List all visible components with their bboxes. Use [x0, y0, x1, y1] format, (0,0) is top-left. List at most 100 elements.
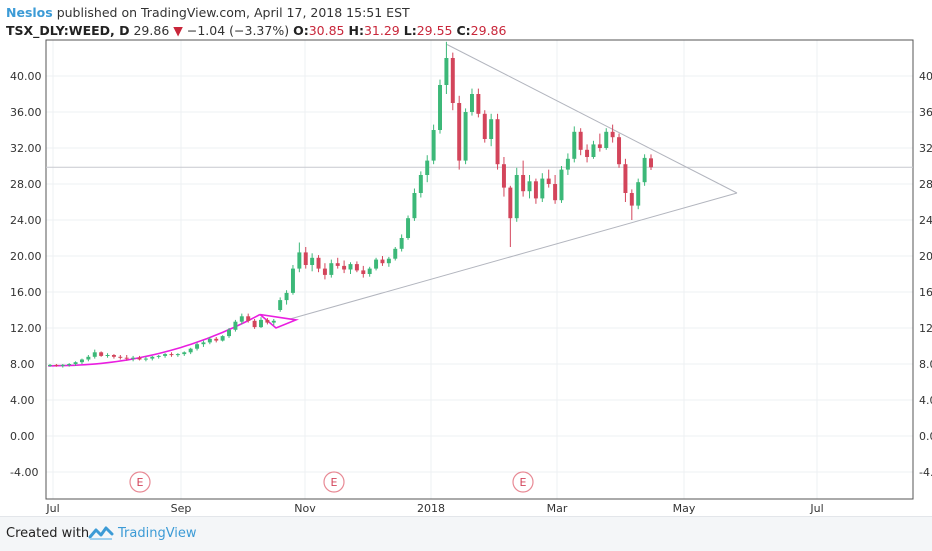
high-label: H: [348, 23, 364, 38]
candle [290, 265, 295, 295]
publish-info: published on TradingView.com, April 17, … [56, 5, 410, 20]
footer-bar: Created with TradingView [0, 516, 932, 551]
y-tick-label: 0.00 [919, 430, 932, 443]
candle [649, 154, 653, 171]
candle [48, 364, 52, 367]
earnings-marker[interactable]: E [323, 471, 345, 493]
open-value: 30.85 [308, 23, 345, 38]
candle [284, 290, 289, 305]
triangle-trendlines [289, 44, 738, 320]
chart-area[interactable]: 40.00 36.00 32.00 28.00 24.00 20.00 16.00 12.00… [0, 0, 932, 520]
parabolic-curve [48, 313, 261, 367]
candle [572, 126, 577, 163]
y-tick-label: 12.00 [919, 322, 932, 335]
candle [386, 256, 391, 267]
y-tick-label: -4.00 [10, 466, 38, 479]
candle [604, 128, 609, 150]
candle [476, 88, 481, 118]
candle [374, 257, 379, 271]
candle [438, 79, 442, 134]
candle [310, 253, 315, 272]
y-tick-label: 16.00 [10, 286, 42, 299]
y-tick-label: 16.00 [919, 286, 932, 299]
candle [195, 342, 200, 351]
candle [156, 355, 161, 359]
candle [597, 133, 602, 152]
y-tick-label: 36.00 [919, 106, 932, 119]
x-tick-label: Sep [171, 502, 192, 515]
candle [92, 349, 97, 359]
candle [399, 234, 404, 252]
candle [182, 351, 187, 356]
candle [150, 355, 155, 361]
symbol-ohlc-line: TSX_DLY:WEED, D 29.86 ▼ −1.04 (−3.37%) O… [6, 22, 506, 39]
down-arrow-icon: ▼ [173, 23, 183, 38]
pattern-wedge [259, 313, 300, 329]
candle [348, 262, 353, 274]
svg-text:E: E [137, 476, 144, 489]
candle [642, 154, 647, 186]
candle [514, 167, 519, 222]
candle [329, 259, 334, 278]
candle [207, 337, 212, 345]
svg-text:E: E [520, 476, 527, 489]
x-tick-label: Mar [547, 502, 568, 515]
earnings-marker[interactable]: E [129, 471, 151, 493]
candle [60, 364, 65, 368]
x-tick-label: Jul [809, 502, 823, 515]
candle [67, 363, 72, 367]
y-tick-label: 4.00 [919, 394, 932, 407]
candle [450, 52, 455, 111]
candle [623, 158, 628, 202]
candle [463, 108, 468, 165]
candle [131, 355, 136, 362]
y-tick-label: 32.00 [10, 142, 42, 155]
tradingview-logo-icon[interactable] [88, 525, 114, 541]
y-tick-label: 28.00 [10, 178, 42, 191]
candle [297, 242, 302, 273]
candle [278, 297, 283, 312]
candle [553, 175, 558, 204]
candle [527, 175, 532, 199]
y-tick-label: 28.00 [919, 178, 932, 191]
earnings-marker[interactable]: E [512, 471, 534, 493]
y-tick-label: 0.00 [10, 430, 35, 443]
price-chart[interactable]: 40.00 36.00 32.00 28.00 24.00 20.00 16.00 12.00… [0, 0, 932, 516]
candle [105, 353, 110, 358]
candle [163, 353, 168, 358]
open-label: O: [293, 23, 309, 38]
candle [425, 155, 430, 183]
candle [412, 188, 417, 221]
candle [617, 133, 622, 168]
candle [380, 256, 385, 266]
candle [175, 353, 180, 357]
last-price: 29.86 [133, 23, 170, 38]
candle [489, 113, 494, 147]
candle [271, 319, 276, 326]
candle [239, 313, 244, 325]
symbol-name: TSX_DLY:WEED, D [6, 23, 130, 38]
candle [457, 95, 462, 170]
candle [169, 352, 174, 357]
plot-frame [45, 39, 914, 500]
candle [578, 128, 583, 156]
author-name[interactable]: Neslos [6, 5, 53, 20]
y-tick-label: 4.00 [10, 394, 35, 407]
candle [629, 189, 634, 220]
y-tick-label: 8.00 [10, 358, 35, 371]
y-tick-label: 24.00 [10, 214, 42, 227]
candle [201, 340, 206, 347]
x-tick-label: Nov [294, 502, 316, 515]
publish-header: Neslos published on TradingView.com, Apr… [6, 4, 410, 21]
candle [565, 153, 570, 175]
candle [482, 110, 487, 143]
y-tick-label: -4.00 [919, 466, 932, 479]
candle [259, 317, 263, 328]
x-tick-label: May [673, 502, 696, 515]
y-tick-label: 20.00 [10, 250, 42, 263]
candle [233, 319, 238, 332]
candle [54, 364, 59, 367]
y-axis-right: 40.00 36.00 32.00 28.00 24.00 20.00 16.00 12.00… [919, 70, 932, 479]
tradingview-brand[interactable]: TradingView [118, 526, 197, 541]
